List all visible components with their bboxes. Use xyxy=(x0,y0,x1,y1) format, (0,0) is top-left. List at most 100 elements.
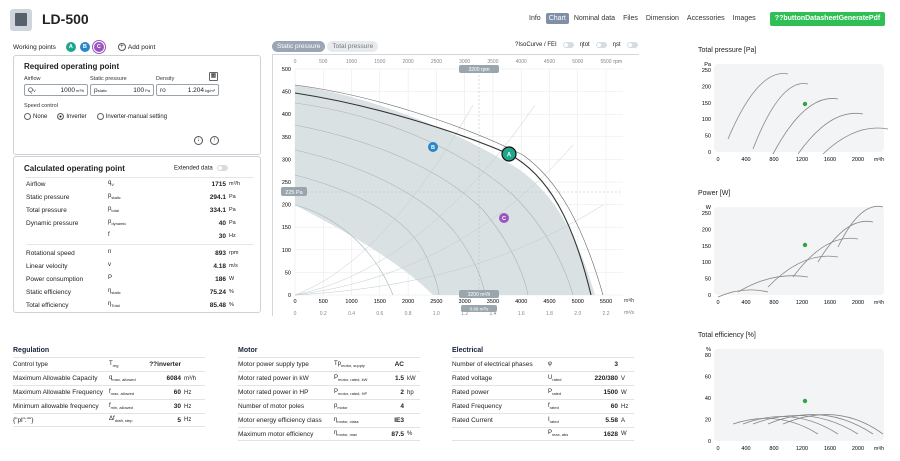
x-top-tick-label: 2500 xyxy=(431,59,442,65)
electrical-row-value: 220/380 xyxy=(594,375,619,382)
motor-row-value: 2 xyxy=(400,389,404,396)
static-pressure-tab[interactable]: Static pressure xyxy=(272,41,326,52)
extended-data-toggle[interactable]: Extended data xyxy=(174,165,229,172)
small-y-tick-label: 200 xyxy=(702,84,711,90)
total-pressure-tab[interactable]: Total pressure xyxy=(327,41,379,52)
calculated-row: Dynamic pressure pdynamic 40 Pa xyxy=(26,217,254,229)
upload-icon[interactable]: ↑ xyxy=(210,136,219,145)
chart-point-c[interactable] xyxy=(499,213,509,223)
tab-files[interactable]: Files xyxy=(623,15,638,22)
x-tick-label: 3000 xyxy=(459,299,471,305)
x2-tick-label: 1.4 xyxy=(489,311,496,317)
density-input[interactable]: ro 1.204 kg/m³ xyxy=(156,84,219,96)
electrical-title: Electrical xyxy=(452,347,484,354)
regulation-row: Maximum Allowable Capacity qmax, allowed 6… xyxy=(13,371,205,385)
add-point-button[interactable]: + Add point xyxy=(117,43,155,51)
small-chart-curve xyxy=(797,112,864,155)
calculated-row-label: Airflow xyxy=(26,180,46,188)
small-x-tick-label: 800 xyxy=(769,300,778,306)
small-x-tick-label: 400 xyxy=(741,157,750,163)
x-top-tick-label: 3000 xyxy=(459,59,470,65)
speed-option-inverter-manual-label: Inverter-manual setting xyxy=(105,114,168,121)
chart-point-a-label: A xyxy=(507,153,512,159)
small-x-tick-label: 1200 xyxy=(796,446,808,452)
speed-option-none[interactable]: None xyxy=(24,113,47,120)
small-chart-curve xyxy=(752,415,859,435)
electrical-row-label: Number of electrical phases xyxy=(452,361,533,368)
eta-tot-switch[interactable] xyxy=(595,42,607,48)
tab-nominal-data[interactable]: Nominal data xyxy=(573,15,616,22)
airflow-symbol-sub: V xyxy=(33,87,36,93)
calculated-row-label: Static efficiency xyxy=(26,288,72,296)
x2-tick-label: 2.0 xyxy=(574,311,581,317)
total-pressure-chart[interactable]: Total pressure [Pa] 0 50 100 150 200 250 Pa 0 40… xyxy=(698,47,889,167)
speed-option-inverter[interactable]: Inverter xyxy=(57,113,87,120)
regulation-row-value: 60 xyxy=(173,389,181,396)
chart-point-b[interactable] xyxy=(428,142,438,152)
x2-tick-label: 1.8 xyxy=(546,311,553,317)
small-x-tick-label: 1600 xyxy=(824,300,836,306)
download-icon[interactable]: ↓ xyxy=(194,136,203,145)
speed-option-inverter-manual[interactable]: Inverter-manual setting xyxy=(96,113,168,121)
small-x-tick-label: 400 xyxy=(741,446,750,452)
tab-chart[interactable]: Chart xyxy=(545,13,569,24)
y-tick-label: 50 xyxy=(285,270,291,276)
tab-info[interactable]: Info xyxy=(529,15,541,22)
electrical-table: Electrical Number of electrical phases φ 3… xyxy=(452,347,634,441)
divider xyxy=(26,244,254,245)
chart-point-c-label: C xyxy=(502,216,506,222)
calculated-row-symbol: n xyxy=(108,249,112,256)
small-x-tick-label: 0 xyxy=(716,157,719,163)
total-efficiency-chart[interactable]: Total efficiency [%] 0 20 40 60 80% 0 400 800 12… xyxy=(698,332,888,456)
regulation-row-label: {"pl":""} xyxy=(13,416,34,424)
x-tick-label: 1000 xyxy=(345,299,357,305)
x-tick-label: 2500 xyxy=(430,299,442,305)
isocurve-switch[interactable] xyxy=(562,42,574,48)
regulation-row-unit: Hz xyxy=(184,389,192,396)
generate-pdf-button[interactable]: ??buttonDatasheetGeneratePdf xyxy=(770,12,885,26)
working-point-b[interactable]: B xyxy=(79,42,90,52)
calculated-row-value: 85.48 xyxy=(209,301,226,309)
small-x-tick-label: 1200 xyxy=(796,300,808,306)
motor-title: Motor xyxy=(238,347,258,354)
calculator-icon[interactable]: ▦ xyxy=(209,72,218,81)
fan-curve-chart[interactable]: 0 0 500 500 1000 1000 1500 1500 2000 2000 2500 2500… xyxy=(272,54,640,317)
power-chart[interactable]: Power [W] 0 50 100 150 200 250 W 0 400 800 1200 160… xyxy=(698,190,888,310)
x2-tick-label: 1.6 xyxy=(518,311,525,317)
x2-tick-label: 0 xyxy=(294,311,297,317)
calculated-row: Static pressure pstatic 294.1 Pa xyxy=(26,191,254,203)
motor-row-symbol: Pmotor, rated, HP xyxy=(334,388,368,397)
tab-accessories[interactable]: Accessories xyxy=(686,15,725,22)
electrical-row-label: Rated Current xyxy=(452,417,493,424)
calculated-row-value: 294.1 xyxy=(209,193,226,201)
tab-images[interactable]: Images xyxy=(732,15,756,22)
isocurve-label: ?IsoCurve / FEI xyxy=(515,42,557,48)
fan-curve-svg: 0050050010001000150015002000200025002500… xyxy=(273,55,640,317)
working-points-bar: Working points A B C + Add point xyxy=(13,40,155,54)
motor-row-label: Motor power supply type xyxy=(238,361,309,368)
regulation-row-symbol: fmax, allowed xyxy=(109,388,135,397)
y-tick-label: 450 xyxy=(282,90,291,96)
working-point-a[interactable]: A xyxy=(65,42,76,52)
regulation-row-label: Maximum Allowable Frequency xyxy=(13,389,103,396)
y-tick-label: 300 xyxy=(282,157,291,163)
electrical-row-symbol: Pmax, abs xyxy=(548,430,569,438)
eta-st-switch[interactable] xyxy=(626,42,638,48)
electrical-row-symbol: frated xyxy=(548,402,559,411)
static-pressure-input[interactable]: p static 100 Pa xyxy=(90,84,154,96)
product-thumbnail xyxy=(10,9,32,31)
calculated-row-value: 4.18 xyxy=(213,262,226,270)
small-chart-point xyxy=(802,398,808,404)
motor-row: Motor rated power in HP Pmotor, rated, HP… xyxy=(238,385,420,399)
tab-dimension[interactable]: Dimension xyxy=(645,15,679,22)
electrical-row-symbol: Irated xyxy=(548,416,559,425)
calculated-row: f 30 Hz xyxy=(26,230,254,242)
working-point-c[interactable]: C xyxy=(91,40,106,54)
small-chart-curve xyxy=(737,275,809,293)
motor-row-unit: % xyxy=(407,431,413,437)
chart-point-a[interactable] xyxy=(501,146,517,162)
small-x-tick-label: 1200 xyxy=(796,157,808,163)
x-top-tick-label: 1500 xyxy=(374,59,385,65)
electrical-row-label: Rated power xyxy=(452,389,489,396)
